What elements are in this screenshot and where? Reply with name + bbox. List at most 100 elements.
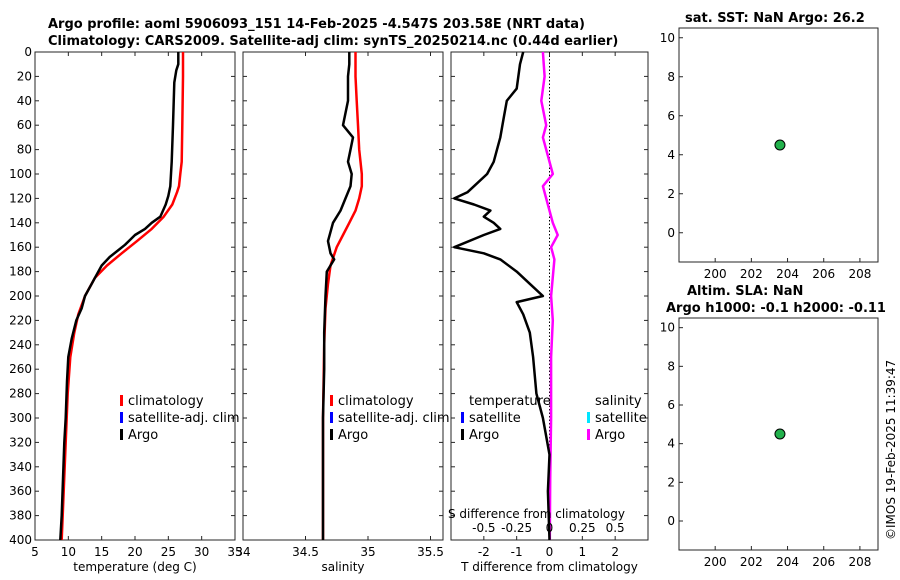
depth-tick-label: 180 — [9, 265, 32, 279]
xtick-label-sla: 208 — [848, 555, 871, 569]
xtick-label-temperature: 15 — [94, 545, 109, 559]
xtick-label-sat-sst: 200 — [704, 267, 727, 281]
xtick-label-sla: 202 — [740, 555, 763, 569]
xtick-label-difference: 1 — [579, 545, 587, 559]
ytick-label-sat-sst: 8 — [667, 70, 675, 84]
xtick-label-difference: -2 — [478, 545, 490, 559]
legend-sal-argo-label: Argo — [338, 428, 368, 443]
xtick-label-difference: -1 — [511, 545, 523, 559]
legend-sal-satellite-swatch — [330, 412, 333, 423]
legend-temp-argo-label: Argo — [128, 428, 158, 443]
ytick-label-sla: 10 — [660, 321, 675, 335]
sal-argo-line — [321, 52, 355, 540]
legend-sal-satellite-label: satellite-adj. clim — [338, 411, 450, 426]
legend-temp-climatology-label: climatology — [128, 394, 204, 409]
xtick-label-salinity: 34.5 — [292, 545, 319, 559]
xtick-label-temperature: 25 — [161, 545, 176, 559]
temp-argo-line — [59, 52, 180, 541]
xtick-label-temperature: 10 — [61, 545, 76, 559]
xtick-label-salinity: 35.5 — [417, 545, 444, 559]
depth-tick-label: 220 — [9, 313, 32, 327]
depth-tick-label: 400 — [9, 533, 32, 547]
xlabel2-difference: S difference from climatology — [448, 507, 625, 521]
ytick-label-sat-sst: 4 — [667, 148, 675, 162]
legend-diff-sal-satellite-label: satellite — [595, 411, 647, 426]
axes-sat-sst — [678, 27, 879, 263]
sal-diff-line — [540, 51, 559, 541]
xtick-label-salinity: 35 — [360, 545, 375, 559]
xtick-label-salinity: 34 — [235, 545, 250, 559]
depth-tick-label: 240 — [9, 338, 32, 352]
marker-sla — [774, 428, 786, 440]
legend-diff-salinity-header: salinity — [595, 394, 642, 409]
xtick-label-sat-sst: 204 — [776, 267, 799, 281]
depth-tick-label: 340 — [9, 460, 32, 474]
xtick-label-sla: 206 — [812, 555, 835, 569]
legend-sal-climatology-swatch — [330, 395, 333, 406]
depth-tick-label: 380 — [9, 509, 32, 523]
xtick-label-sat-sst: 202 — [740, 267, 763, 281]
sla-title-line1: Altim. SLA: NaN — [687, 284, 803, 299]
legend-diff-temp-satellite-label: satellite — [469, 411, 521, 426]
xtick-label-sla: 200 — [704, 555, 727, 569]
depth-tick-label: 160 — [9, 240, 32, 254]
legend-temp-argo-swatch — [120, 429, 123, 440]
s-tick-label: 0.5 — [606, 521, 625, 535]
xlabel-temperature: temperature (deg C) — [73, 560, 196, 574]
ytick-label-sla: 6 — [667, 398, 675, 412]
sla-title-line2: Argo h1000: -0.1 h2000: -0.11 — [666, 301, 886, 316]
s-tick-label: 0 — [546, 521, 554, 535]
ytick-label-sat-sst: 6 — [667, 109, 675, 123]
depth-tick-label: 300 — [9, 411, 32, 425]
xtick-label-temperature: 35 — [227, 545, 242, 559]
depth-tick-label: 0 — [24, 45, 32, 59]
legend-diff-sal-argo-swatch — [587, 429, 590, 440]
xtick-label-temperature: 30 — [194, 545, 209, 559]
xlabel-salinity: salinity — [321, 560, 364, 574]
legend-diff-sal-argo-label: Argo — [595, 428, 625, 443]
temp-diff-line — [453, 51, 551, 541]
main-title-line2: Climatology: CARS2009. Satellite-adj cli… — [48, 34, 618, 49]
depth-tick-label: 80 — [17, 143, 32, 157]
depth-tick-label: 100 — [9, 167, 32, 181]
legend-sal-climatology-label: climatology — [338, 394, 414, 409]
depth-tick-label: 40 — [17, 94, 32, 108]
xtick-label-temperature: 20 — [127, 545, 142, 559]
axes-sla — [678, 317, 879, 551]
legend-diff-temp-satellite-swatch — [461, 412, 464, 423]
depth-tick-label: 360 — [9, 484, 32, 498]
main-title-line1: Argo profile: aoml 5906093_151 14-Feb-20… — [48, 17, 585, 32]
xtick-label-sat-sst: 206 — [812, 267, 835, 281]
sst-title: sat. SST: NaN Argo: 26.2 — [685, 11, 865, 26]
depth-tick-label: 280 — [9, 387, 32, 401]
ytick-label-sat-sst: 0 — [667, 226, 675, 240]
depth-tick-label: 200 — [9, 289, 32, 303]
depth-tick-label: 260 — [9, 362, 32, 376]
xtick-label-sat-sst: 208 — [848, 267, 871, 281]
ytick-label-sat-sst: 10 — [660, 31, 675, 45]
xtick-label-difference: 2 — [611, 545, 619, 559]
legend-temp-climatology-swatch — [120, 395, 123, 406]
ytick-label-sla: 0 — [667, 514, 675, 528]
legend-diff-temp-argo-swatch — [461, 429, 464, 440]
ytick-label-sat-sst: 2 — [667, 187, 675, 201]
depth-tick-label: 320 — [9, 435, 32, 449]
plot-area: 5 10 15 20 25 30 35020406080100120140160180200… — [9, 27, 879, 574]
s-tick-label: 0.25 — [569, 521, 596, 535]
depth-tick-label: 60 — [17, 118, 32, 132]
imos-timestamp: ©IMOS 19-Feb-2025 11:39:47 — [884, 360, 898, 540]
depth-tick-label: 140 — [9, 216, 32, 230]
s-tick-label: -0.25 — [501, 521, 532, 535]
legend-diff-temperature-header: temperature — [469, 394, 551, 409]
marker-sat-sst — [774, 139, 786, 151]
xtick-label-temperature: 5 — [31, 545, 39, 559]
legend-temp-satellite-label: satellite-adj. clim — [128, 411, 240, 426]
depth-tick-label: 120 — [9, 191, 32, 205]
legend-sal-argo-swatch — [330, 429, 333, 440]
legend-diff-sal-satellite-swatch — [587, 412, 590, 423]
temp-climatology-line — [60, 52, 185, 541]
s-tick-label: -0.5 — [472, 521, 495, 535]
ytick-label-sla: 8 — [667, 359, 675, 373]
xlabel-difference: T difference from climatology — [460, 560, 638, 574]
